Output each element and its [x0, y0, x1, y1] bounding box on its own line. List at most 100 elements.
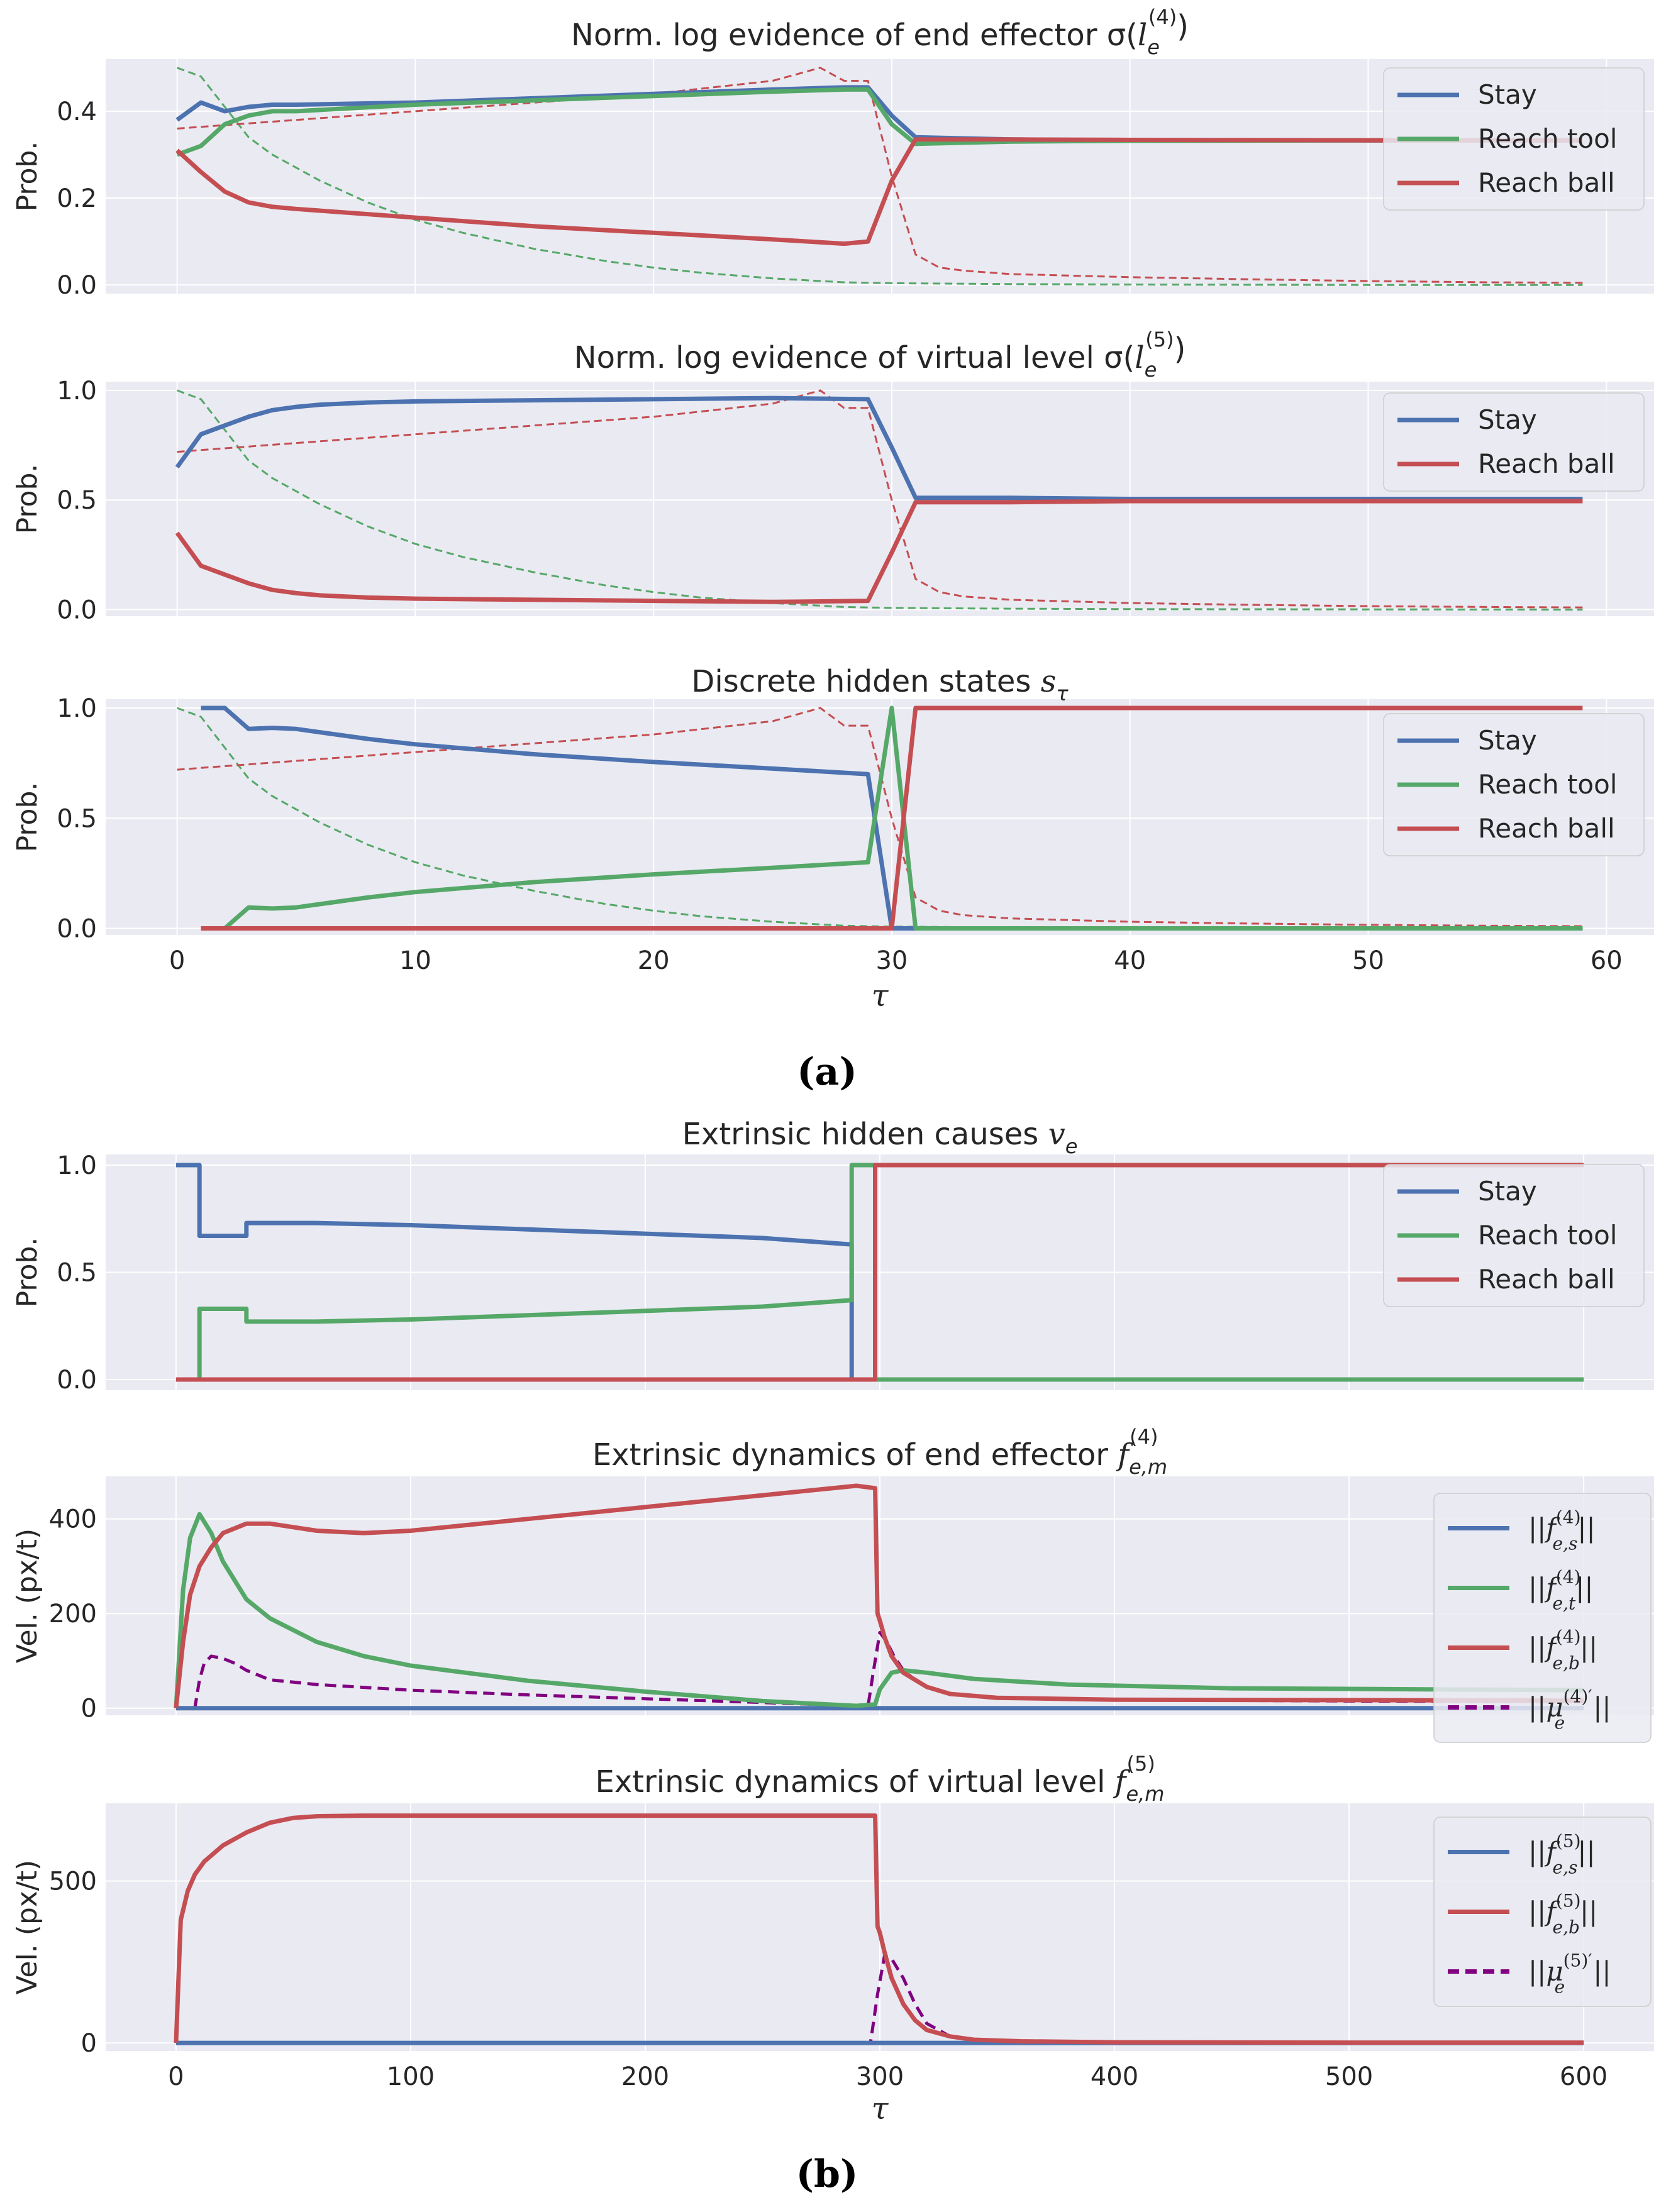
- chart-title-part: e: [1065, 1134, 1078, 1158]
- legend-label: Reach ball: [1478, 167, 1615, 198]
- x-tick-label: 200: [621, 2062, 669, 2091]
- series-line: [177, 67, 1583, 286]
- chart-3: 0.0 0.5 1.0 0 10 20 30 40 50 60 Prob. τ Stay Reach to…: [11, 694, 1654, 1014]
- y-tick-label: 200: [49, 1600, 97, 1629]
- legend-label-part: ||: [1528, 1956, 1546, 1987]
- y-axis-label: Vel. (px/t): [11, 1860, 43, 1994]
- legend-box: [1383, 67, 1645, 211]
- chart-title: Discrete hidden states sτ: [691, 664, 1069, 705]
- y-tick-label: 1.0: [57, 694, 97, 723]
- chart-title-part: v: [1048, 1117, 1065, 1152]
- legend-label-part: ||: [1577, 1513, 1595, 1544]
- legend-label: ||f(4) e,t||: [1528, 1567, 1594, 1614]
- chart-4: 0.0 0.5 1.0 Prob. Stay Reach tool Reach ball: [11, 1151, 1654, 1395]
- legend-label-part: ||: [1580, 1632, 1597, 1663]
- x-tick-label: 0: [169, 946, 185, 975]
- x-tick-label: 20: [638, 946, 670, 975]
- series-line: [177, 389, 1583, 609]
- legend-label: ||f(5) e,s||: [1528, 1831, 1596, 1878]
- chart-title-part: l: [1138, 18, 1147, 53]
- chart-title: Norm. log evidence of end effector σ(le (…: [571, 5, 1189, 59]
- legend: ||f(5) e,s||||f(5) e,b||||μ(5)′ e||: [1433, 1817, 1652, 2007]
- x-tick-label: 50: [1352, 946, 1384, 975]
- series-group: [177, 705, 1583, 931]
- chart-title-part: l: [1135, 340, 1144, 375]
- legend-label: Reach ball: [1478, 448, 1615, 479]
- series-line: [174, 1483, 1584, 1709]
- x-tick-label: 0: [168, 2062, 184, 2091]
- x-tick-label: 10: [399, 946, 431, 975]
- legend-label-part: (4): [1556, 1567, 1581, 1588]
- x-tick-label: 100: [387, 2062, 435, 2091]
- legend-label: Stay: [1478, 79, 1537, 110]
- legend-box: [1383, 713, 1645, 856]
- legend-label-part: e,s: [1553, 1534, 1578, 1554]
- series-line: [175, 137, 1583, 246]
- chart-title-part: τ: [1056, 682, 1069, 705]
- series-group: [174, 1813, 1584, 2045]
- chart-title: Extrinsic dynamics of virtual level fe,m…: [596, 1752, 1165, 1806]
- chart-title-part: Extrinsic dynamics of end effector: [592, 1437, 1118, 1473]
- series-line: [201, 705, 1583, 931]
- legend-label: Reach ball: [1478, 813, 1615, 844]
- y-tick-label: 0: [81, 2029, 97, 2058]
- legend-label-part: e: [1555, 1713, 1565, 1734]
- legend-label-part: ||: [1593, 1956, 1611, 1987]
- y-tick-label: 500: [49, 1867, 97, 1896]
- legend-label-part: ||: [1528, 1513, 1546, 1544]
- chart-title-part: ): [1174, 331, 1186, 367]
- y-axis-label: Prob.: [11, 464, 43, 534]
- y-axis-label: Prob.: [11, 141, 43, 212]
- legend-label: Stay: [1478, 404, 1537, 435]
- legend-label-part: (5): [1556, 1831, 1581, 1852]
- y-tick-label: 1.0: [57, 377, 97, 406]
- legend: Stay Reach tool Reach ball: [1383, 713, 1645, 856]
- legend-label-part: e,s: [1553, 1857, 1578, 1878]
- legend-label-part: (5)′: [1563, 1950, 1592, 1971]
- chart-title-part: (4): [1148, 5, 1177, 29]
- y-tick-label: 1.0: [57, 1151, 97, 1180]
- legend-label: Reach tool: [1478, 123, 1617, 154]
- legend-label-part: ||: [1528, 1837, 1546, 1867]
- series-group: [175, 389, 1583, 611]
- x-tick-label: 300: [856, 2062, 904, 2091]
- legend-label-part: (4): [1556, 1507, 1581, 1528]
- legend-label-part: ||: [1580, 1896, 1597, 1927]
- y-tick-label: 0.0: [57, 271, 97, 300]
- chart-title-part: e: [1145, 358, 1157, 382]
- y-axis-label: Prob.: [11, 782, 43, 853]
- y-tick-label: 0.0: [57, 1366, 97, 1395]
- legend-label: ||f(5) e,b||: [1528, 1891, 1597, 1938]
- series-group: [174, 1483, 1584, 1711]
- y-tick-label: 0.5: [57, 804, 97, 833]
- x-tick-label: 40: [1114, 946, 1146, 975]
- y-tick-label: 0.0: [57, 596, 97, 625]
- chart-title-part: (4): [1130, 1425, 1158, 1449]
- series-group: [175, 1163, 1584, 1382]
- x-axis-label: τ: [872, 2091, 889, 2126]
- chart-title-part: (5): [1126, 1752, 1155, 1776]
- legend-label-part: μ: [1546, 1956, 1563, 1987]
- chart-title-part: Extrinsic dynamics of virtual level: [596, 1764, 1115, 1800]
- series-line: [175, 395, 1583, 501]
- y-tick-label: 400: [49, 1505, 97, 1534]
- legend: Stay Reach ball: [1383, 392, 1645, 492]
- chart-title: Extrinsic dynamics of end effector fe,m(…: [592, 1425, 1167, 1479]
- legend-label-part: (4): [1556, 1627, 1581, 1647]
- chart-title: Norm. log evidence of virtual level σ(le…: [574, 328, 1186, 382]
- panel-label-a: (a): [797, 1050, 857, 1094]
- x-axis-label: τ: [872, 978, 889, 1014]
- chart-2: 0.0 0.5 1.0 Prob. Stay Reach ball: [11, 377, 1654, 625]
- y-axis-label: Vel. (px/t): [11, 1529, 43, 1663]
- x-tick-label: 600: [1560, 2062, 1608, 2091]
- series-line: [201, 705, 1583, 931]
- series-line: [177, 389, 1583, 611]
- legend-label-part: ||: [1575, 1573, 1593, 1603]
- chart-title-part: Norm. log evidence of end effector σ(: [571, 18, 1138, 53]
- x-tick-label: 400: [1091, 2062, 1138, 2091]
- legend-label-part: ||: [1528, 1896, 1546, 1927]
- legend-box: [1433, 1817, 1652, 2007]
- legend-label-part: ||: [1528, 1692, 1546, 1723]
